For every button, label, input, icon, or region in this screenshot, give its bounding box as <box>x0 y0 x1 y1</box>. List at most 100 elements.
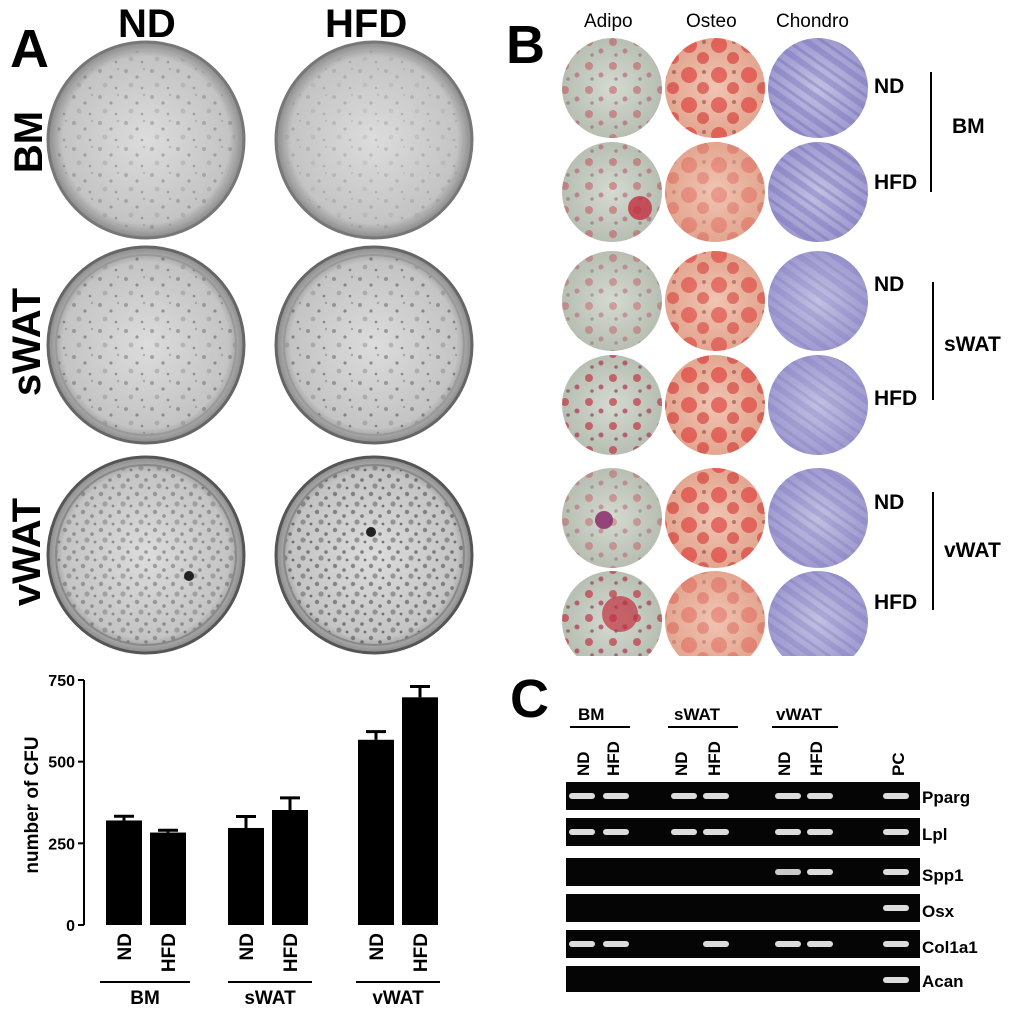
bar <box>358 739 394 925</box>
gel-band <box>569 829 595 835</box>
lane-label-7: PC <box>889 752 908 776</box>
differentiation-grid <box>562 38 868 656</box>
panel-c-underline-vwat <box>772 726 838 728</box>
gel-band <box>569 793 595 799</box>
gene-label-col1a1: Col1a1 <box>922 938 978 957</box>
gel-band <box>807 941 833 947</box>
gel-band <box>807 869 833 875</box>
gel-band <box>603 829 629 835</box>
bar <box>106 820 142 925</box>
category-label: HFD <box>411 933 432 972</box>
petri-dish-grid <box>46 40 474 655</box>
gel-band <box>703 793 729 799</box>
group-label: BM <box>130 988 160 1009</box>
bar <box>402 697 438 925</box>
cells-row-vwat-hfd <box>562 571 868 656</box>
panel-a-row-bm: BM <box>7 110 51 174</box>
cells-row-bm-hfd <box>562 142 868 242</box>
gel-band <box>883 793 909 799</box>
panel-b-group-vwat: vWAT <box>944 539 1001 562</box>
dish-vwat-nd <box>46 455 246 655</box>
panel-a-letter: A <box>10 19 49 79</box>
panel-b-letter: B <box>506 15 545 75</box>
gel-band <box>775 941 801 947</box>
gel-band <box>671 793 697 799</box>
bar <box>150 832 186 925</box>
y-tick-label: 0 <box>66 918 75 935</box>
panel-b-group-swat: sWAT <box>944 333 1001 356</box>
panel-b-col-chondro: Chondro <box>776 11 849 32</box>
panel-a-col-nd: ND <box>118 2 176 46</box>
panel-c-group-swat: sWAT <box>674 705 720 724</box>
gel-band <box>603 941 629 947</box>
panel-b-group-bm: BM <box>952 115 985 138</box>
category-label: ND <box>367 933 388 960</box>
bracket-vwat <box>932 492 934 610</box>
cells-row-bm-nd <box>562 38 868 138</box>
cells-row-swat-nd <box>562 251 868 351</box>
category-label: ND <box>115 933 136 960</box>
y-tick-label: 750 <box>48 673 75 690</box>
panel-c-underline-swat <box>668 726 738 728</box>
gel-band <box>883 829 909 835</box>
lane-label-2: HFD <box>604 741 623 776</box>
gene-label-pparg: Pparg <box>922 788 971 807</box>
gel-band <box>703 829 729 835</box>
gel-band <box>775 829 801 835</box>
y-tick-label: 500 <box>48 755 75 772</box>
dish-bm-nd <box>46 40 246 240</box>
gene-label-spp1: Spp1 <box>922 866 964 885</box>
rt-pcr-gel <box>566 782 920 992</box>
group-label: vWAT <box>372 988 424 1009</box>
category-label: HFD <box>281 933 302 972</box>
gene-label-osx: Osx <box>922 902 955 921</box>
gene-label-lpl: Lpl <box>922 825 948 844</box>
panel-b-col-osteo: Osteo <box>686 11 737 32</box>
panel-b-swat-hfd: HFD <box>874 387 918 410</box>
bracket-bm <box>930 72 932 192</box>
gel-band <box>883 905 909 911</box>
cfu-bar-chart: number of CFU 0 250 500 750 ND HFD ND HFD ND HFD B… <box>22 673 440 1009</box>
panel-b-bm-hfd: HFD <box>874 171 918 194</box>
dish-swat-hfd <box>274 245 474 445</box>
panel-c-group-vwat: vWAT <box>776 705 822 724</box>
cells-row-swat-hfd <box>562 355 868 455</box>
panel-a-row-vwat: vWAT <box>5 497 49 607</box>
gel-band <box>603 793 629 799</box>
lane-label-3: ND <box>672 751 691 776</box>
category-label: ND <box>237 933 258 960</box>
gel-band <box>569 941 595 947</box>
y-axis-label: number of CFU <box>22 736 43 873</box>
gel-band <box>775 869 801 875</box>
panel-c-letter: C <box>510 669 549 729</box>
gel-band <box>883 977 909 983</box>
gene-label-acan: Acan <box>922 972 964 991</box>
gel-band <box>703 941 729 947</box>
gel-strip <box>566 966 920 992</box>
bracket-swat <box>932 282 934 400</box>
category-label: HFD <box>159 933 180 972</box>
gel-band <box>883 941 909 947</box>
lane-label-1: ND <box>574 751 593 776</box>
lane-label-6: HFD <box>807 741 826 776</box>
y-tick-label: 250 <box>48 836 75 853</box>
panel-b-bm-nd: ND <box>874 75 905 98</box>
gel-strip <box>566 894 920 922</box>
gel-band <box>807 793 833 799</box>
lane-label-5: ND <box>775 751 794 776</box>
panel-c-group-bm: BM <box>578 705 605 724</box>
panel-a-col-hfd: HFD <box>325 2 408 46</box>
gel-band <box>671 829 697 835</box>
gel-band <box>775 793 801 799</box>
panel-c-underline-bm <box>570 726 630 728</box>
panel-b-vwat-hfd: HFD <box>874 591 918 614</box>
gel-band <box>883 869 909 875</box>
dish-vwat-hfd <box>274 455 474 655</box>
panel-b-col-adipo: Adipo <box>584 11 633 32</box>
gel-strip <box>566 858 920 886</box>
gel-band <box>807 829 833 835</box>
lane-label-4: HFD <box>705 741 724 776</box>
bar <box>272 810 308 925</box>
cells-row-vwat-nd <box>562 468 868 568</box>
group-label: sWAT <box>244 988 296 1009</box>
